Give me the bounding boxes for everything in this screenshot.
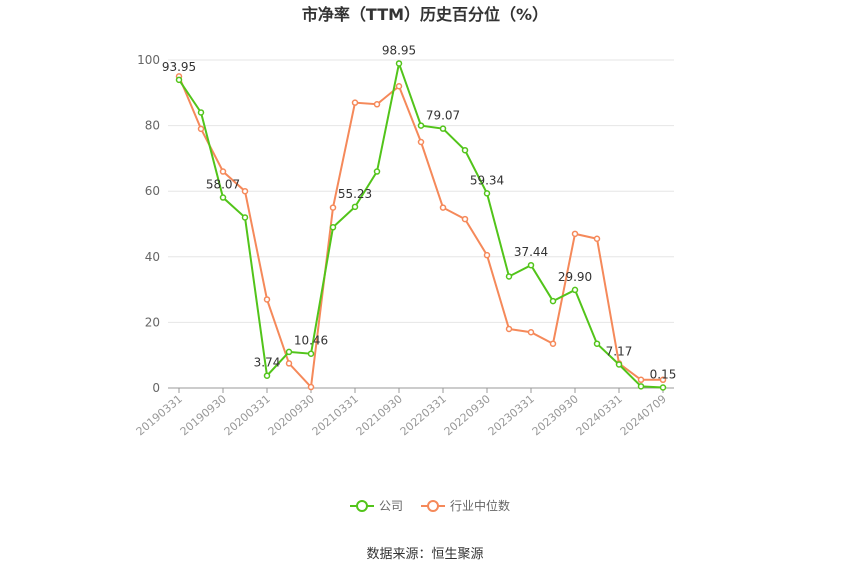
data-label: 98.95 bbox=[382, 43, 416, 57]
source: 数据来源：恒生聚源 bbox=[366, 547, 483, 562]
x-tick-label: 20220930 bbox=[442, 392, 493, 438]
point bbox=[439, 125, 447, 132]
x-tick-label: 20240331 bbox=[574, 392, 625, 438]
point bbox=[351, 203, 359, 211]
x-tick-label: 20230331 bbox=[486, 392, 537, 438]
point bbox=[505, 325, 513, 333]
point bbox=[593, 235, 601, 243]
x-tick-label: 20220331 bbox=[398, 392, 449, 438]
point bbox=[461, 146, 469, 154]
point bbox=[263, 372, 271, 379]
data-label: 0.15 bbox=[650, 368, 677, 382]
chart-title: 市净率（TTM）历史百分位（%） bbox=[302, 5, 548, 24]
legend-marker bbox=[427, 500, 440, 512]
point bbox=[285, 360, 293, 367]
point bbox=[307, 383, 315, 391]
point bbox=[307, 350, 315, 357]
x-tick-label: 20190331 bbox=[134, 392, 185, 438]
data-label: 10.46 bbox=[294, 334, 328, 348]
point bbox=[373, 168, 381, 175]
point bbox=[175, 76, 183, 84]
point bbox=[395, 60, 403, 67]
x-tick-label: 20200331 bbox=[222, 392, 273, 438]
point bbox=[351, 99, 359, 106]
point bbox=[571, 286, 579, 294]
x-tick-label: 20210331 bbox=[310, 392, 361, 438]
data-label: 58.07 bbox=[206, 178, 240, 192]
point bbox=[483, 190, 491, 197]
point bbox=[527, 261, 535, 269]
point bbox=[637, 383, 645, 390]
x-tick-label: 20240709 bbox=[618, 392, 669, 438]
y-tick-label: 0 bbox=[152, 381, 160, 395]
point bbox=[439, 204, 447, 211]
point bbox=[659, 376, 667, 384]
y-tick-label: 60 bbox=[145, 184, 160, 198]
point bbox=[615, 361, 623, 368]
point bbox=[637, 376, 645, 384]
point bbox=[329, 224, 337, 231]
point bbox=[417, 122, 425, 129]
point bbox=[549, 297, 557, 305]
point bbox=[197, 125, 205, 133]
y-tick-label: 20 bbox=[145, 315, 160, 329]
legend-marker bbox=[356, 500, 368, 512]
point bbox=[373, 101, 381, 108]
point bbox=[219, 194, 227, 201]
data-label: 79.07 bbox=[426, 109, 460, 123]
x-tick-label: 20230930 bbox=[530, 392, 581, 438]
point bbox=[549, 340, 557, 347]
point bbox=[659, 384, 667, 391]
point bbox=[329, 204, 337, 211]
x-tick-label: 20190930 bbox=[178, 392, 229, 438]
point bbox=[197, 109, 205, 116]
data-label: 37.44 bbox=[514, 245, 548, 259]
y-tick-label: 40 bbox=[145, 250, 160, 264]
point bbox=[417, 138, 425, 146]
point bbox=[505, 273, 513, 280]
data-label: 93.95 bbox=[162, 60, 196, 74]
data-label: 59.34 bbox=[470, 173, 504, 187]
legend-label: 公司 bbox=[379, 499, 403, 513]
y-tick-label: 100 bbox=[137, 53, 160, 67]
point bbox=[571, 230, 579, 238]
point bbox=[241, 187, 249, 195]
legend-label: 行业中位数 bbox=[450, 498, 510, 513]
point bbox=[527, 328, 535, 336]
data-label: 55.23 bbox=[338, 187, 372, 201]
point bbox=[263, 296, 271, 303]
point bbox=[219, 168, 227, 175]
point bbox=[395, 82, 403, 90]
point bbox=[593, 340, 601, 347]
point bbox=[241, 214, 249, 221]
x-tick-label: 20200930 bbox=[266, 392, 317, 438]
x-tick-label: 20210930 bbox=[354, 392, 405, 438]
data-label: 3.74 bbox=[254, 356, 281, 370]
data-label: 29.90 bbox=[558, 270, 592, 284]
point bbox=[461, 215, 469, 223]
point bbox=[285, 348, 293, 356]
point bbox=[483, 251, 491, 259]
y-tick-label: 80 bbox=[145, 119, 160, 133]
data-label: 7.17 bbox=[606, 344, 633, 358]
